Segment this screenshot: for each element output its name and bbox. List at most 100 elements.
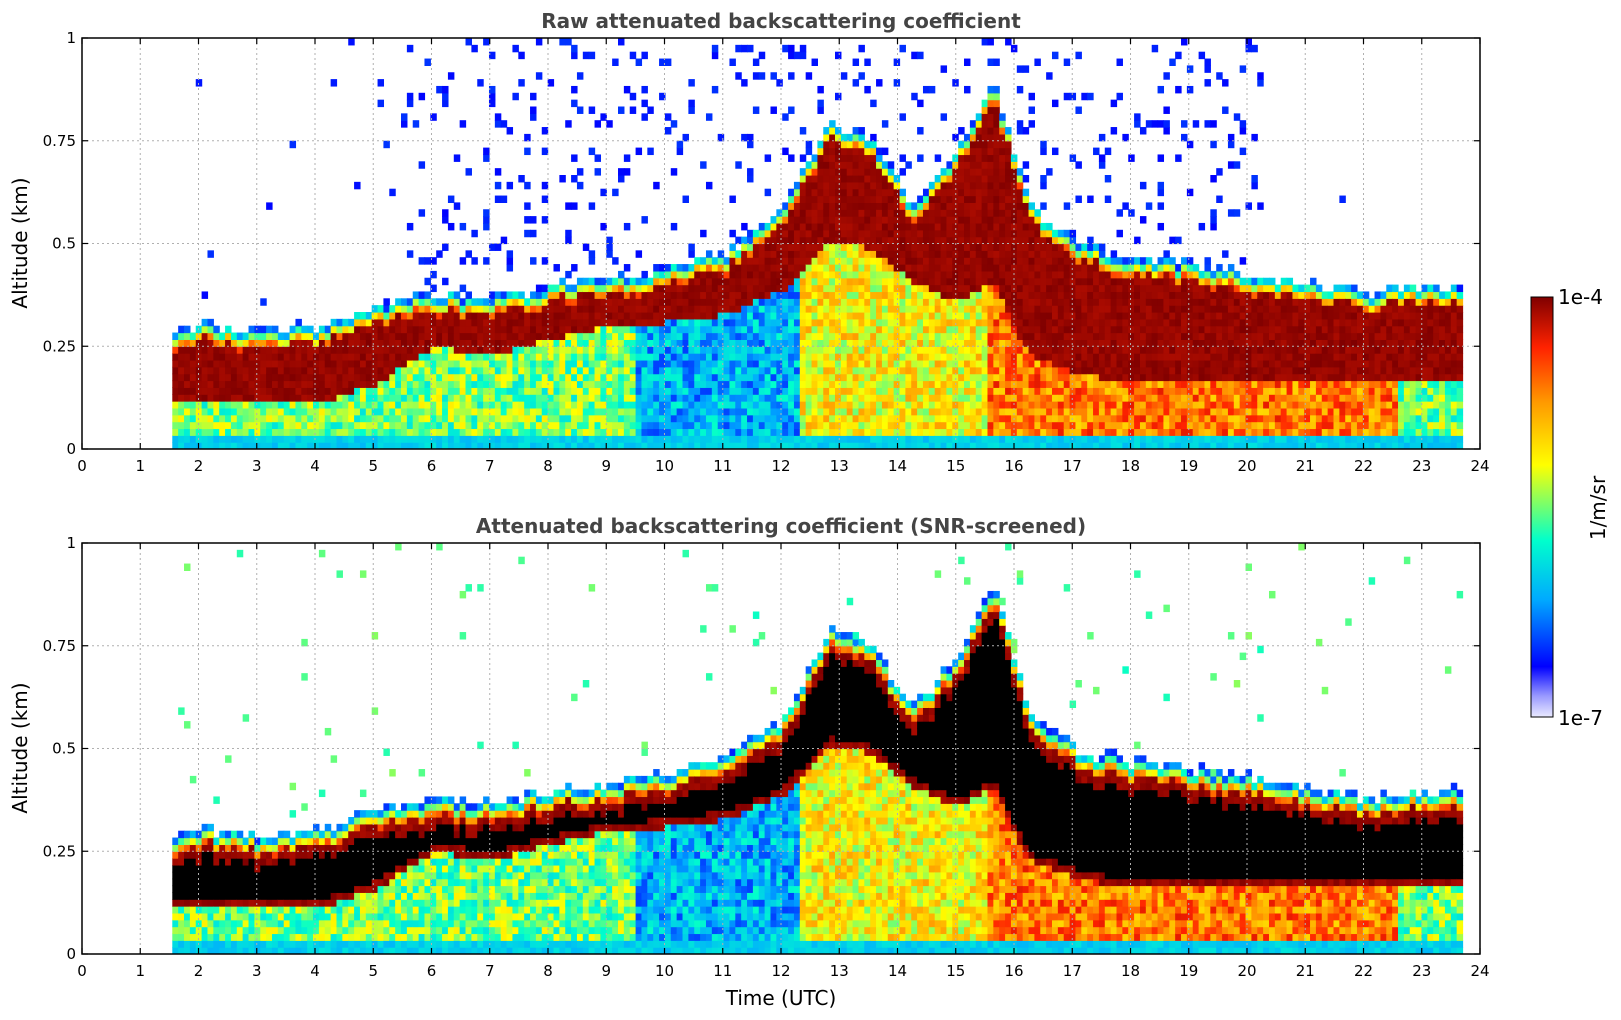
heatmap-cell <box>1034 394 1041 402</box>
heatmap-cell <box>641 380 648 388</box>
heatmap-cell <box>811 188 818 197</box>
heatmap-cell <box>553 366 560 375</box>
heatmap-cell <box>805 202 813 210</box>
heatmap-cell <box>922 373 930 382</box>
heatmap-cell <box>189 332 197 340</box>
heatmap-cell <box>1005 332 1012 340</box>
heatmap-cell <box>940 401 948 409</box>
heatmap-cell <box>788 250 795 258</box>
heatmap-cell <box>852 270 860 279</box>
heatmap-cell <box>905 380 912 388</box>
heatmap-cell <box>1063 305 1071 313</box>
heatmap-cell <box>811 154 818 162</box>
heatmap-cell <box>881 161 889 169</box>
heatmap-cell <box>1034 407 1041 416</box>
heatmap-cell <box>864 181 871 190</box>
heatmap-cell <box>260 428 267 436</box>
heatmap-cell <box>594 380 602 388</box>
heatmap-cell <box>541 373 549 382</box>
heatmap-cell <box>682 305 689 313</box>
heatmap-cell <box>530 113 537 121</box>
heatmap-cell <box>805 270 813 279</box>
heatmap-cell <box>1016 394 1024 402</box>
heatmap-cell <box>899 216 906 224</box>
heatmap-cell <box>172 380 179 388</box>
heatmap-cell <box>793 407 801 416</box>
heatmap-cell <box>236 346 244 354</box>
heatmap-cell <box>729 270 736 279</box>
heatmap-cell <box>1051 325 1059 334</box>
heatmap-cell <box>981 312 989 320</box>
heatmap-cell <box>747 243 754 251</box>
heatmap-cell <box>805 257 813 265</box>
heatmap-cell <box>436 339 443 347</box>
heatmap-cell <box>811 291 818 299</box>
heatmap-cell <box>829 243 836 251</box>
heatmap-cell <box>506 264 514 272</box>
heatmap-cell <box>318 394 326 402</box>
heatmap-cell <box>840 359 848 368</box>
heatmap-cell <box>758 353 766 361</box>
heatmap-cell <box>1087 407 1094 416</box>
heatmap-cell <box>389 414 396 423</box>
heatmap-cell <box>1069 414 1077 423</box>
heatmap-cell <box>635 346 643 354</box>
heatmap-cell <box>946 373 953 382</box>
heatmap-cell <box>688 277 695 286</box>
heatmap-cell <box>506 339 514 347</box>
heatmap-cell <box>805 188 813 197</box>
heatmap-cell <box>483 380 490 388</box>
heatmap-cell <box>999 277 1006 286</box>
heatmap-cell <box>723 366 731 375</box>
heatmap-cell <box>805 298 813 306</box>
heatmap-cell <box>723 414 731 423</box>
heatmap-cell <box>747 346 754 354</box>
heatmap-cell <box>571 394 578 402</box>
heatmap-cell <box>705 366 713 375</box>
heatmap-cell <box>330 79 338 87</box>
heatmap-cell <box>465 339 472 347</box>
heatmap-cell <box>553 401 560 409</box>
heatmap-cell <box>688 407 695 416</box>
heatmap-cell <box>359 312 367 320</box>
heatmap-cell <box>911 222 918 231</box>
heatmap-cell <box>172 401 179 409</box>
heatmap-cell <box>946 243 953 251</box>
heatmap-cell <box>1034 216 1041 224</box>
heatmap-cell <box>946 305 953 313</box>
heatmap-cell <box>999 147 1006 156</box>
heatmap-cell <box>964 222 971 231</box>
heatmap-cell <box>447 366 455 375</box>
heatmap-cell <box>747 277 754 286</box>
heatmap-cell <box>289 394 297 402</box>
heatmap-cell <box>430 353 437 361</box>
heatmap-cell <box>1028 318 1035 327</box>
heatmap-cell <box>711 435 719 443</box>
heatmap-cell <box>348 380 355 388</box>
heatmap-cell <box>342 366 349 375</box>
heatmap-cell <box>336 359 343 368</box>
heatmap-cell <box>1075 298 1082 306</box>
heatmap-cell <box>1028 442 1035 449</box>
heatmap-cell <box>219 359 226 368</box>
heatmap-cell <box>547 346 555 354</box>
heatmap-cell <box>277 339 285 347</box>
heatmap-cell <box>1005 401 1012 409</box>
heatmap-cell <box>465 298 472 306</box>
heatmap-cell <box>717 407 725 416</box>
heatmap-cell <box>893 291 901 299</box>
heatmap-cell <box>653 264 660 272</box>
heatmap-cell <box>365 442 373 449</box>
heatmap-cell <box>559 318 566 327</box>
heatmap-cell <box>940 257 948 265</box>
heatmap-cell <box>659 264 666 272</box>
heatmap-cell <box>999 298 1006 306</box>
heatmap-cell <box>811 428 818 436</box>
heatmap-cell <box>541 353 549 361</box>
heatmap-cell <box>260 387 267 395</box>
heatmap-cell <box>788 414 795 423</box>
heatmap-cell <box>348 394 355 402</box>
heatmap-cell <box>401 359 408 368</box>
heatmap-cell <box>911 394 918 402</box>
heatmap-cell <box>1063 264 1071 272</box>
